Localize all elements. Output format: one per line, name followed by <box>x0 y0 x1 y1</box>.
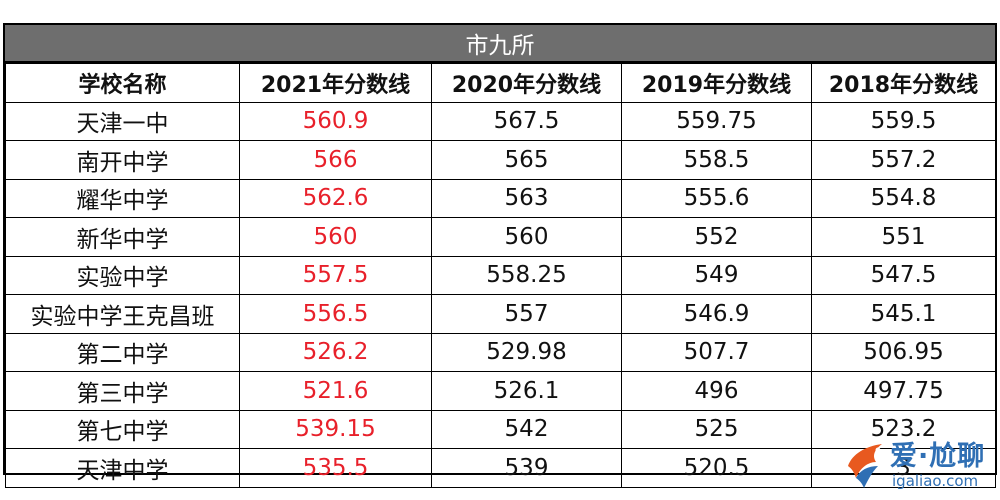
score-2018-cell: 3 <box>811 448 996 488</box>
score-2019-cell: 496 <box>621 371 812 411</box>
score-2018-cell: 557.2 <box>811 140 996 180</box>
score-2019-cell: 552 <box>621 217 812 257</box>
school-name-cell: 第三中学 <box>5 371 240 411</box>
score-2020-cell: 539 <box>431 448 622 488</box>
school-name-cell: 第七中学 <box>5 409 240 449</box>
score-2018-cell: 551 <box>811 217 996 257</box>
score-2021-cell: 535.5 <box>239 448 432 488</box>
score-2021-cell: 539.15 <box>239 409 432 449</box>
table-row: 实验中学 557.5 558.25 549 547.5 <box>5 255 996 295</box>
score-2019-cell: 549 <box>621 255 812 295</box>
score-2018-cell: 506.95 <box>811 332 996 372</box>
score-2019-cell: 559.75 <box>621 101 812 141</box>
table-title: 市九所 <box>5 25 995 63</box>
score-2021-cell: 566 <box>239 140 432 180</box>
score-2020-cell: 567.5 <box>431 101 622 141</box>
score-table-sheet: 市九所 学校名称 2021年分数线 2020年分数线 2019年分数线 2018… <box>3 23 997 488</box>
score-2020-cell: 563 <box>431 178 622 218</box>
score-2019-cell: 555.6 <box>621 178 812 218</box>
score-2021-cell: 526.2 <box>239 332 432 372</box>
score-2019-cell: 525 <box>621 409 812 449</box>
watermark: 爱·尬聊 igaliao.com <box>842 430 997 498</box>
school-name-cell: 实验中学王克昌班 <box>5 294 240 334</box>
watermark-title: 爱·尬聊 <box>890 441 986 472</box>
dove-logo-icon <box>848 444 882 488</box>
score-2018-cell: 545.1 <box>811 294 996 334</box>
score-2021-cell: 557.5 <box>239 255 432 295</box>
score-2018-cell: 497.75 <box>811 371 996 411</box>
table-row: 南开中学 566 565 558.5 557.2 <box>5 140 996 180</box>
score-2019-cell: 520.5 <box>621 448 812 488</box>
table-row: 天津中学 535.5 539 520.5 3 <box>5 448 996 488</box>
score-2019-cell: 558.5 <box>621 140 812 180</box>
table-row: 新华中学 560 560 552 551 <box>5 217 996 257</box>
table-row: 实验中学王克昌班 556.5 557 546.9 545.1 <box>5 294 996 334</box>
score-2020-cell: 558.25 <box>431 255 622 295</box>
score-2018-cell: 559.5 <box>811 101 996 141</box>
table-row: 第三中学 521.6 526.1 496 497.75 <box>5 371 996 411</box>
score-2021-cell: 560.9 <box>239 101 432 141</box>
header-school-name: 学校名称 <box>5 63 240 103</box>
table-row: 第二中学 526.2 529.98 507.7 506.95 <box>5 332 996 372</box>
header-row: 学校名称 2021年分数线 2020年分数线 2019年分数线 2018年分数线 <box>5 63 996 103</box>
table-row: 耀华中学 562.6 563 555.6 554.8 <box>5 178 996 218</box>
score-2019-cell: 546.9 <box>621 294 812 334</box>
score-2021-cell: 560 <box>239 217 432 257</box>
school-name-cell: 天津一中 <box>5 101 240 141</box>
score-2020-cell: 542 <box>431 409 622 449</box>
score-table: 学校名称 2021年分数线 2020年分数线 2019年分数线 2018年分数线… <box>5 63 996 488</box>
school-name-cell: 天津中学 <box>5 448 240 488</box>
header-2020: 2020年分数线 <box>431 63 622 103</box>
header-2019: 2019年分数线 <box>621 63 812 103</box>
score-2021-cell: 562.6 <box>239 178 432 218</box>
score-2020-cell: 565 <box>431 140 622 180</box>
school-name-cell: 南开中学 <box>5 140 240 180</box>
header-2021: 2021年分数线 <box>239 63 432 103</box>
score-2021-cell: 556.5 <box>239 294 432 334</box>
header-2018: 2018年分数线 <box>811 63 996 103</box>
score-2021-cell: 521.6 <box>239 371 432 411</box>
score-2019-cell: 507.7 <box>621 332 812 372</box>
score-2020-cell: 529.98 <box>431 332 622 372</box>
school-name-cell: 第二中学 <box>5 332 240 372</box>
score-2020-cell: 560 <box>431 217 622 257</box>
school-name-cell: 耀华中学 <box>5 178 240 218</box>
score-2020-cell: 526.1 <box>431 371 622 411</box>
score-2020-cell: 557 <box>431 294 622 334</box>
score-2018-cell: 547.5 <box>811 255 996 295</box>
watermark-url: igaliao.com <box>892 472 979 490</box>
score-2018-cell: 554.8 <box>811 178 996 218</box>
school-name-cell: 新华中学 <box>5 217 240 257</box>
school-name-cell: 实验中学 <box>5 255 240 295</box>
table-row: 天津一中 560.9 567.5 559.75 559.5 <box>5 101 996 141</box>
